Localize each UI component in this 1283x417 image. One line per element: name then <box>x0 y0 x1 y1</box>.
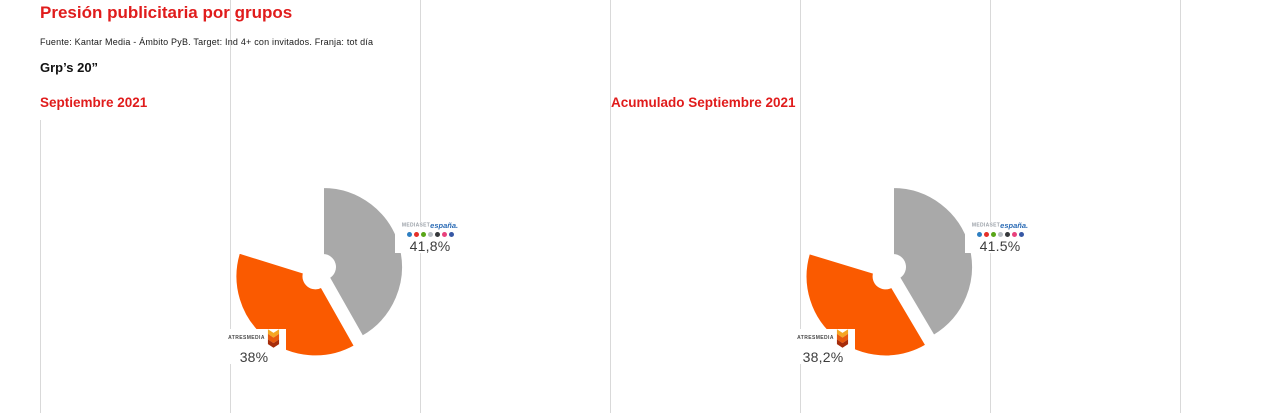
mediaset-espana-logo: MEDIASETespaña. <box>395 222 465 230</box>
atresmedia-logo-text: ATRESMEDIA <box>228 335 265 341</box>
data-label-atresmedia-septiembre: ATRESMEDIA 38% <box>222 329 286 364</box>
mediaset-logo-text: MEDIASET <box>971 222 1001 229</box>
gridline <box>990 0 991 413</box>
data-label-mediaset-acumulado: MEDIASETespaña. 41.5% <box>965 222 1035 253</box>
mediaset-share-value: 41,8% <box>409 237 451 254</box>
atresmedia-ribbon-icon <box>267 329 279 348</box>
gridline <box>610 0 611 413</box>
mediaset-logo-text: MEDIASET <box>401 222 431 229</box>
chart-title-septiembre: Septiembre 2021 <box>40 95 148 110</box>
gridline <box>800 0 801 413</box>
atresmedia-logo-text: ATRESMEDIA <box>797 335 834 341</box>
espana-logo-text: españa. <box>1000 221 1029 230</box>
gridline <box>420 0 421 413</box>
chart-title-acumulado: Acumulado Septiembre 2021 <box>611 95 796 110</box>
page-title: Presión publicitaria por grupos <box>40 3 293 22</box>
mediaset-channel-dots-icon <box>395 231 465 237</box>
gridline <box>40 120 41 413</box>
mediaset-share-value: 41.5% <box>979 237 1021 254</box>
mediaset-espana-logo: MEDIASETespaña. <box>965 222 1035 230</box>
source-note: Fuente: Kantar Media - Ámbito PyB. Targe… <box>40 37 374 47</box>
data-label-atresmedia-acumulado: ATRESMEDIA 38,2% <box>791 329 855 364</box>
unit-label: Grp’s 20” <box>40 60 99 75</box>
pie-slice-mediaset-espa-a <box>892 186 974 337</box>
data-label-mediaset-septiembre: MEDIASETespaña. 41,8% <box>395 222 465 253</box>
gridline <box>230 0 231 413</box>
atresmedia-ribbon-icon <box>836 329 848 348</box>
atresmedia-share-value: 38% <box>239 349 269 365</box>
pie-slice-mediaset-espa-a <box>322 186 404 338</box>
mediaset-channel-dots-icon <box>965 231 1035 237</box>
atresmedia-share-value: 38,2% <box>802 349 844 365</box>
gridline <box>1180 0 1181 413</box>
espana-logo-text: españa. <box>430 221 459 230</box>
